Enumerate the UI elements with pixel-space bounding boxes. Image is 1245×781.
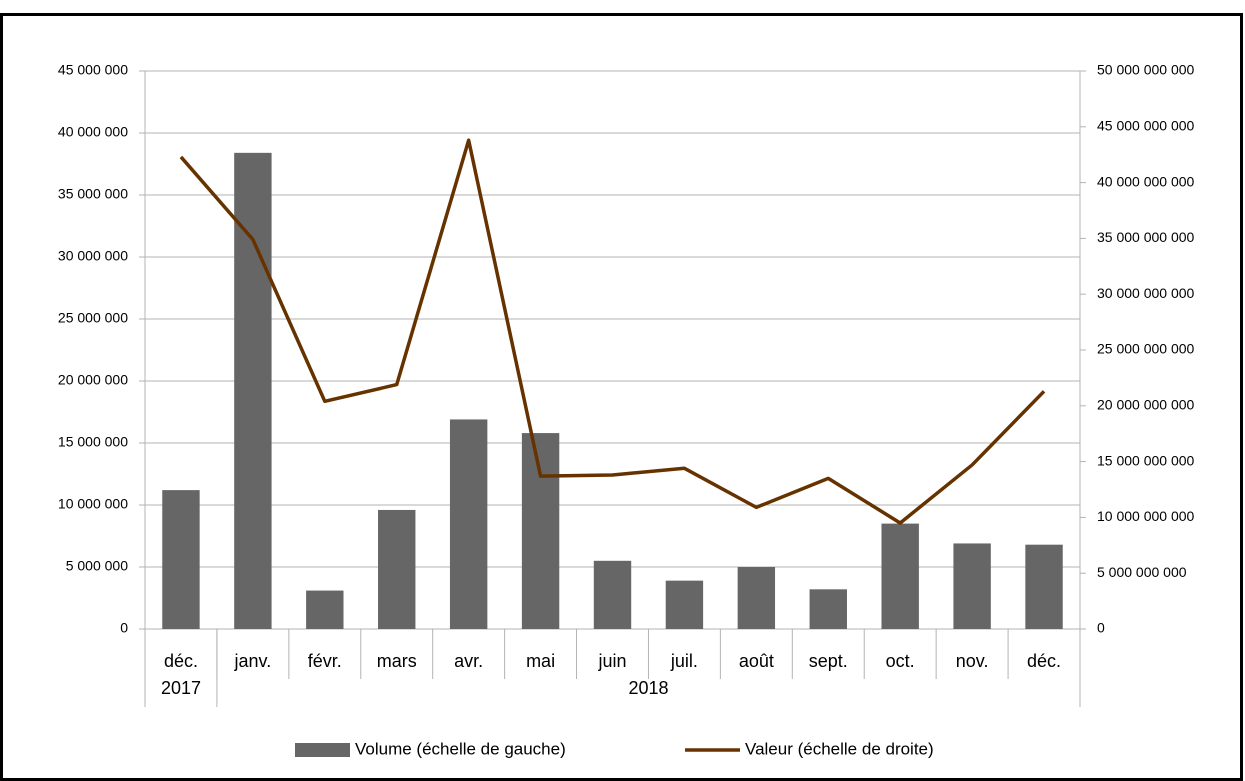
x-tick-label: nov.: [956, 651, 989, 671]
legend-label: Valeur (échelle de droite): [745, 739, 934, 758]
bar: [162, 490, 200, 629]
y2-tick-label: 20 000 000 000: [1097, 397, 1195, 413]
x-group-label: 2017: [161, 678, 201, 698]
x-tick-label: juin: [597, 651, 626, 671]
line: [179, 138, 1046, 525]
x-tick-label: déc.: [1027, 651, 1061, 671]
bar: [809, 589, 847, 629]
x-group-label: 2018: [628, 678, 668, 698]
legend-swatch: [295, 743, 350, 757]
x-tick-label: juil.: [670, 651, 698, 671]
bar: [306, 590, 344, 629]
x-tick-label: mai: [526, 651, 555, 671]
y-tick-label: 30 000 000: [58, 248, 128, 264]
x-tick-label: sept.: [809, 651, 848, 671]
bar: [449, 419, 488, 629]
bar: [234, 152, 272, 629]
y-tick-label: 25 000 000: [58, 310, 128, 326]
y2-tick-label: 35 000 000 000: [1097, 229, 1195, 245]
y-tick-label: 0: [120, 620, 128, 636]
y2-tick-label: 15 000 000 000: [1097, 452, 1195, 468]
bar: [521, 433, 560, 629]
y2-tick-label: 5 000 000 000: [1097, 564, 1187, 580]
x-tick-label: avr.: [454, 651, 483, 671]
chart-frame: [0, 13, 1243, 781]
legend-label: Volume (échelle de gauche): [355, 739, 566, 758]
y2-tick-label: 10 000 000 000: [1097, 508, 1195, 524]
y2-tick-label: 0: [1097, 620, 1105, 636]
y2-tick-label: 30 000 000 000: [1097, 285, 1195, 301]
x-tick-label: déc.: [164, 651, 198, 671]
bar: [593, 560, 632, 629]
x-tick-label: août: [739, 651, 774, 671]
x-tick-label: janv.: [234, 651, 272, 671]
y-tick-label: 35 000 000: [58, 186, 128, 202]
bar: [881, 523, 919, 629]
y2-tick-label: 50 000 000 000: [1097, 62, 1195, 78]
bar: [378, 509, 416, 629]
y2-tick-label: 25 000 000 000: [1097, 341, 1195, 357]
bar: [953, 543, 991, 629]
x-tick-label: févr.: [308, 651, 342, 671]
y-tick-label: 10 000 000: [58, 496, 128, 512]
y-tick-label: 40 000 000: [58, 124, 128, 140]
y-tick-label: 20 000 000: [58, 372, 128, 388]
y-tick-label: 15 000 000: [58, 434, 128, 450]
x-tick-label: mars: [377, 651, 417, 671]
y-tick-label: 5 000 000: [66, 558, 128, 574]
bar: [665, 580, 704, 629]
y-tick-label: 45 000 000: [58, 62, 128, 78]
bar: [1025, 544, 1063, 629]
y2-tick-label: 45 000 000 000: [1097, 118, 1195, 134]
x-tick-label: oct.: [886, 651, 915, 671]
y2-tick-label: 40 000 000 000: [1097, 173, 1195, 189]
bar: [737, 567, 776, 629]
